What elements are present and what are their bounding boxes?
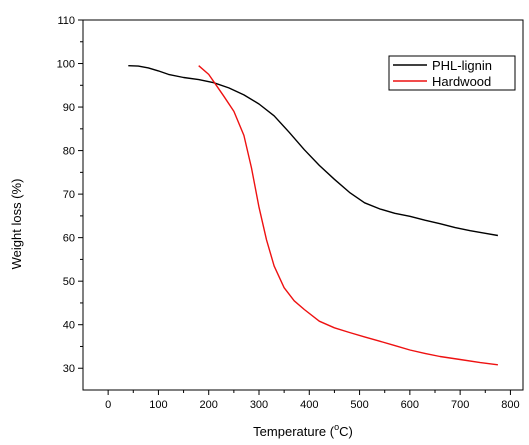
x-axis-ticks: 0 100 200 300 400 500 600 700 800 xyxy=(105,390,520,411)
x-tick-label: 500 xyxy=(350,399,368,411)
y-tick-label: 110 xyxy=(57,15,75,27)
legend-label: Hardwood xyxy=(432,74,491,89)
y-tick-label: 80 xyxy=(63,146,75,158)
x-axis-label-superscript: o xyxy=(334,422,339,432)
y-tick-label: 70 xyxy=(63,189,75,201)
x-axis-label-unit: C) xyxy=(339,424,353,439)
x-axis-label-text: Temperature ( xyxy=(253,424,335,439)
y-tick-label: 30 xyxy=(63,363,75,375)
series-line-hardwood xyxy=(198,65,498,366)
y-tick-label: 90 xyxy=(63,102,75,114)
x-tick-label: 300 xyxy=(250,399,268,411)
x-tick-label: 800 xyxy=(501,399,519,411)
y-tick-label: 50 xyxy=(63,276,75,288)
series-line-phl-lignin xyxy=(128,65,499,237)
x-tick-label: 100 xyxy=(149,399,167,411)
plot-area-border xyxy=(82,19,524,391)
x-tick-label: 200 xyxy=(200,399,218,411)
y-axis-label: Weight loss (%) xyxy=(9,179,24,270)
series-lines xyxy=(128,65,499,366)
x-tick-label: 400 xyxy=(300,399,318,411)
x-tick-label: 0 xyxy=(105,399,111,411)
legend-label: PHL-lignin xyxy=(432,58,492,73)
plot-frame xyxy=(82,19,524,391)
y-tick-label: 40 xyxy=(63,320,75,332)
x-tick-label: 700 xyxy=(451,399,469,411)
legend-box xyxy=(388,55,516,91)
x-tick-label: 600 xyxy=(401,399,419,411)
x-axis-label: Temperature (oC) xyxy=(253,422,353,439)
y-tick-label: 60 xyxy=(63,233,75,245)
y-tick-label: 100 xyxy=(57,59,75,71)
y-axis-ticks: 30 40 50 60 70 80 90 100 110 xyxy=(57,15,83,375)
